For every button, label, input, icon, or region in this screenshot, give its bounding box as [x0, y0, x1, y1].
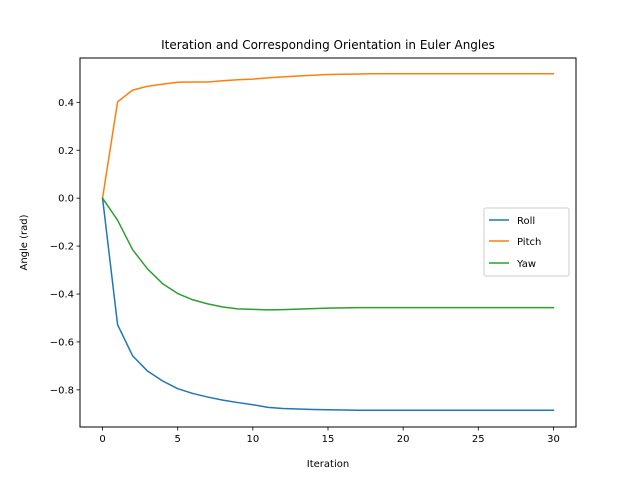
x-tick-label: 30	[547, 434, 560, 445]
legend-label-yaw: Yaw	[516, 259, 536, 270]
x-tick-label: 20	[397, 434, 410, 445]
series-layer	[101, 73, 555, 411]
y-tick-label: −0.8	[50, 385, 74, 396]
series-line-yaw	[101, 197, 555, 311]
x-tick-label: 15	[322, 434, 335, 445]
x-tick-label: 0	[99, 434, 105, 445]
chart-title: Iteration and Corresponding Orientation …	[161, 38, 495, 52]
y-tick-label: −0.2	[50, 242, 74, 253]
x-axis: 0 5 10 15 20 25 30	[99, 427, 560, 445]
x-tick-label: 25	[472, 434, 485, 445]
legend-box	[483, 207, 570, 277]
y-tick-label: −0.6	[50, 337, 74, 348]
y-axis-title: Angle (rad)	[19, 214, 30, 270]
legend-label-pitch: Pitch	[517, 237, 541, 248]
x-axis-title: Iteration	[307, 459, 349, 470]
x-tick-label: 10	[246, 434, 259, 445]
legend-label-roll: Roll	[517, 216, 535, 227]
x-tick-label: 5	[175, 434, 181, 445]
y-axis: −0.8 −0.6 −0.4 −0.2 0.0 0.2 0.4	[50, 98, 80, 396]
series-line-roll	[101, 197, 555, 411]
y-tick-label: 0.4	[58, 98, 74, 109]
y-tick-label: 0.2	[58, 146, 74, 157]
y-tick-label: 0.0	[58, 194, 74, 205]
series-line-pitch	[101, 73, 555, 200]
y-tick-label: −0.4	[50, 290, 74, 301]
legend: Roll Pitch Yaw	[483, 207, 570, 277]
